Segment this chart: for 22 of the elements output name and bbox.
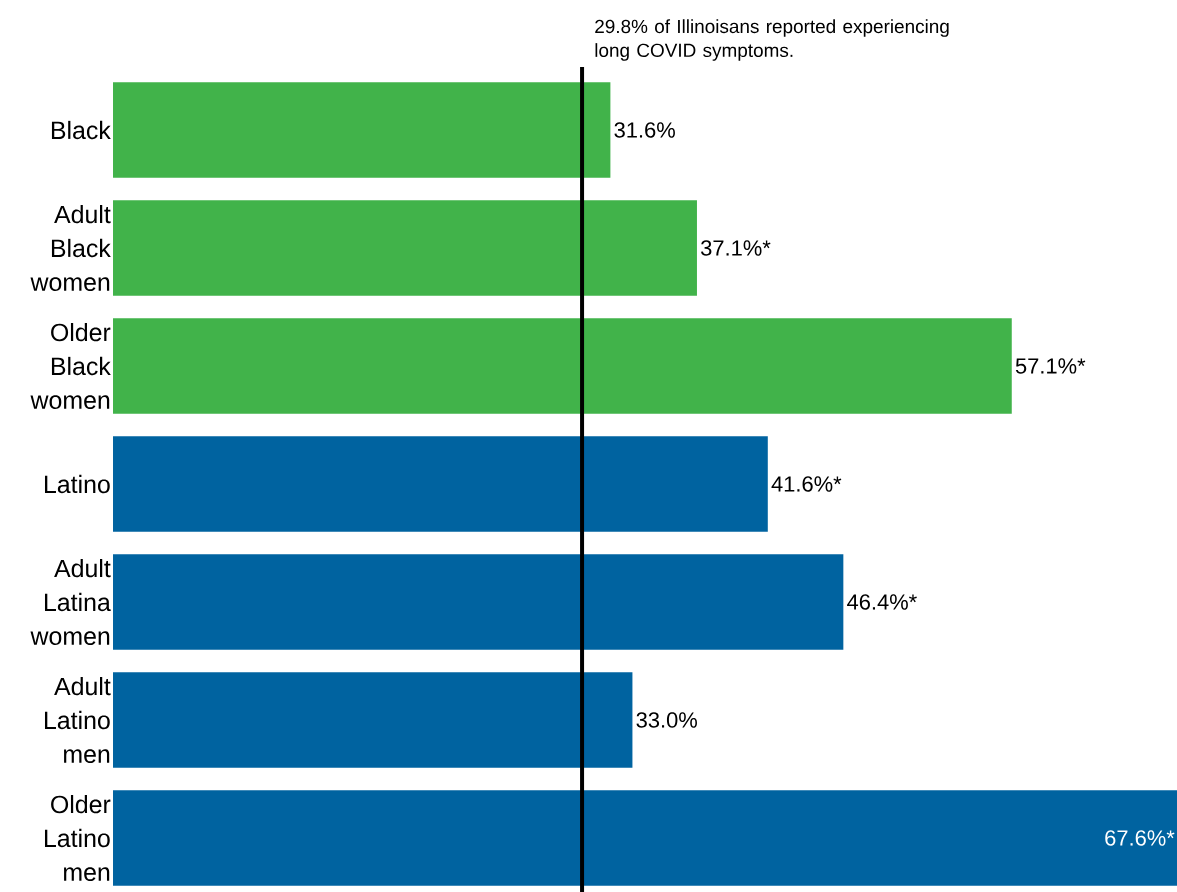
- ref-line-label: 29.8% of Illinoisans reported experiencing long COVID symptoms.: [595, 19, 949, 61]
- y-tick-label: Adult Latina women: [30, 558, 111, 646]
- bar: [113, 554, 844, 650]
- y-tick-label: Older Latino men: [44, 794, 111, 882]
- data-label: 57.1%*: [1015, 358, 1086, 374]
- bar: [113, 200, 697, 296]
- data-label: 41.6%*: [771, 476, 842, 492]
- data-label: 31.6%: [614, 122, 675, 138]
- bar: [113, 436, 768, 532]
- data-label: 67.6%*: [1105, 830, 1175, 846]
- bar: [113, 672, 633, 768]
- data-label: 37.1%*: [700, 240, 771, 256]
- y-tick-label: Older Black women: [30, 322, 111, 410]
- bar: [113, 82, 611, 178]
- data-label: 46.4%*: [847, 594, 917, 610]
- bar: [113, 790, 1177, 886]
- bar: [113, 318, 1012, 414]
- y-tick-label: Adult Black women: [30, 204, 111, 292]
- y-tick-label: Latino: [44, 474, 110, 494]
- y-tick-label: Adult Latino men: [44, 676, 111, 764]
- y-tick-label: Black: [51, 120, 111, 140]
- data-label: 33.0%: [636, 712, 697, 728]
